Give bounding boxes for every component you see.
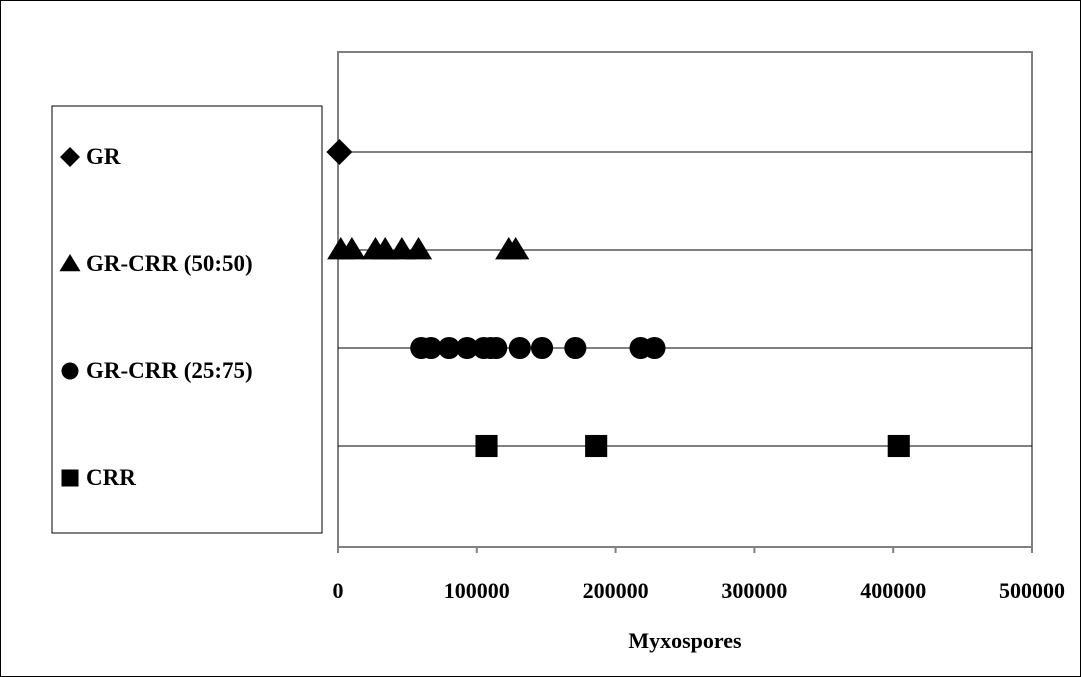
legend-box [51,105,323,534]
point-square-2 [585,434,608,458]
point-square-3 [887,434,910,458]
point-circle-12 [643,336,666,360]
point-circle-9 [530,336,554,360]
point-circle-2 [419,336,443,360]
point-square-1 [475,434,498,458]
legend-label-1: GR [86,144,121,169]
point-circle-7 [485,336,508,360]
legend-marker-circle [61,362,79,380]
data-markers [326,139,910,458]
legend-label-2: GR-CRR (50:50) [86,251,253,276]
legend: GR GR-CRR (50:50) GR-CRR (25:75) CRR [51,105,323,534]
point-triangle-2 [338,237,366,260]
point-triangle-6 [404,237,433,260]
legend-marker-triangle [59,254,81,272]
point-triangle-8 [502,237,530,260]
x-tick-label-500000: 500000 [999,578,1065,603]
x-tick-label-400000: 400000 [860,578,926,603]
x-tick-label-300000: 300000 [721,578,787,603]
x-tick-label-200000: 200000 [583,578,649,603]
point-circle-4 [456,336,479,360]
legend-label-4: CRR [86,465,136,490]
point-diamond-1 [326,139,353,165]
legend-marker-diamond [60,147,80,167]
point-circle-10 [564,336,587,360]
legend-marker-square [61,469,79,487]
legend-label-3: GR-CRR (25:75) [86,358,253,383]
x-tick-label-100000: 100000 [444,578,510,603]
x-axis-tick-labels: 0 100000 200000 300000 400000 500000 [333,578,1066,603]
point-circle-3 [437,336,461,360]
x-tick-label-0: 0 [333,578,344,603]
x-axis-title: Myxospores [628,628,742,653]
x-axis-ticks [337,547,1033,553]
point-circle-8 [508,336,531,360]
plot-area [337,51,1033,548]
